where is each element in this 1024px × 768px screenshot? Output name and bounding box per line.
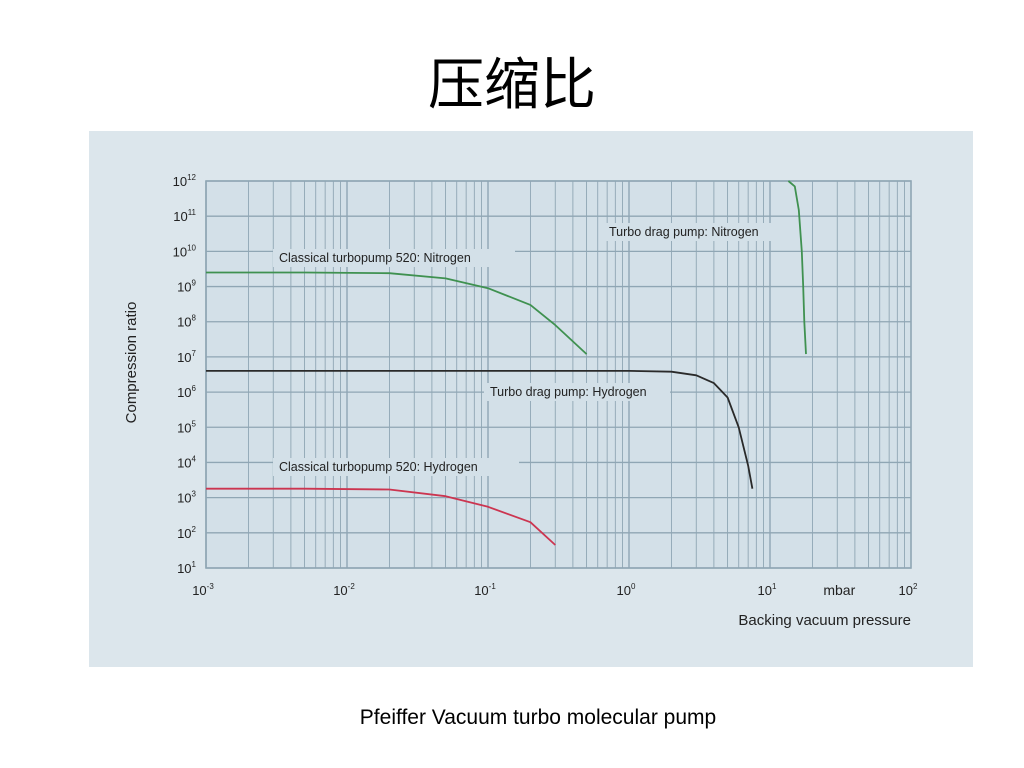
y-tick-label: 104 — [177, 454, 196, 470]
series-label-bg — [273, 458, 519, 476]
x-tick-label: 101 — [758, 582, 777, 598]
series-label-classical-turbopump-520-nitrogen: Classical turbopump 520: Nitrogen — [279, 251, 471, 265]
series-label-bg — [603, 223, 791, 241]
y-tick-label: 101 — [177, 560, 196, 576]
y-tick-label: 106 — [177, 384, 196, 400]
y-tick-label: 105 — [177, 419, 196, 435]
y-tick-label: 107 — [177, 349, 196, 365]
y-tick-label: 108 — [177, 314, 196, 330]
y-tick-label: 1010 — [173, 243, 197, 259]
y-axis-title: Compression ratio — [123, 302, 140, 424]
series-label-turbo-drag-pump-hydrogen: Turbo drag pump: Hydrogen — [490, 385, 647, 399]
plot-area — [206, 181, 911, 568]
slide-title: 压缩比 — [428, 53, 596, 118]
y-tick-label: 1012 — [173, 173, 197, 189]
plot-frame — [205, 180, 912, 569]
chart-panel: 101 102 103 104 105 106 107 108 109 1010 1011 1012 1… — [89, 131, 973, 667]
series-label-bg — [484, 383, 670, 401]
series-line-classical-turbopump-520-nitrogen — [206, 271, 588, 355]
series-line-turbo-drag-pump-nitrogen — [787, 180, 807, 355]
compression-ratio-chart: 101 102 103 104 105 106 107 108 109 1010 1011 1012 1… — [123, 173, 918, 629]
series-line-turbo-drag-pump-hydrogen — [206, 370, 754, 489]
y-tick-label: 103 — [177, 490, 196, 506]
x-tick-label: 10-2 — [333, 582, 355, 598]
x-tick-label: 102 — [899, 582, 918, 598]
series-label-bg — [273, 249, 515, 267]
x-tick-label: 10-3 — [192, 582, 214, 598]
x-unit-label: mbar — [823, 582, 855, 598]
x-tick-label: 100 — [617, 582, 636, 598]
x-tick-label: 10-1 — [474, 582, 496, 598]
y-tick-label: 102 — [177, 525, 196, 541]
y-tick-label: 109 — [177, 279, 196, 295]
y-tick-label: 1011 — [173, 208, 196, 224]
x-axis-title: Backing vacuum pressure — [738, 612, 911, 629]
series-label-classical-turbopump-520-hydrogen: Classical turbopump 520: Hydrogen — [279, 460, 478, 474]
series-label-turbo-drag-pump-nitrogen: Turbo drag pump: Nitrogen — [609, 225, 759, 239]
series-line-classical-turbopump-520-hydrogen — [206, 487, 556, 546]
slide-caption: Pfeiffer Vacuum turbo molecular pump — [359, 706, 717, 729]
